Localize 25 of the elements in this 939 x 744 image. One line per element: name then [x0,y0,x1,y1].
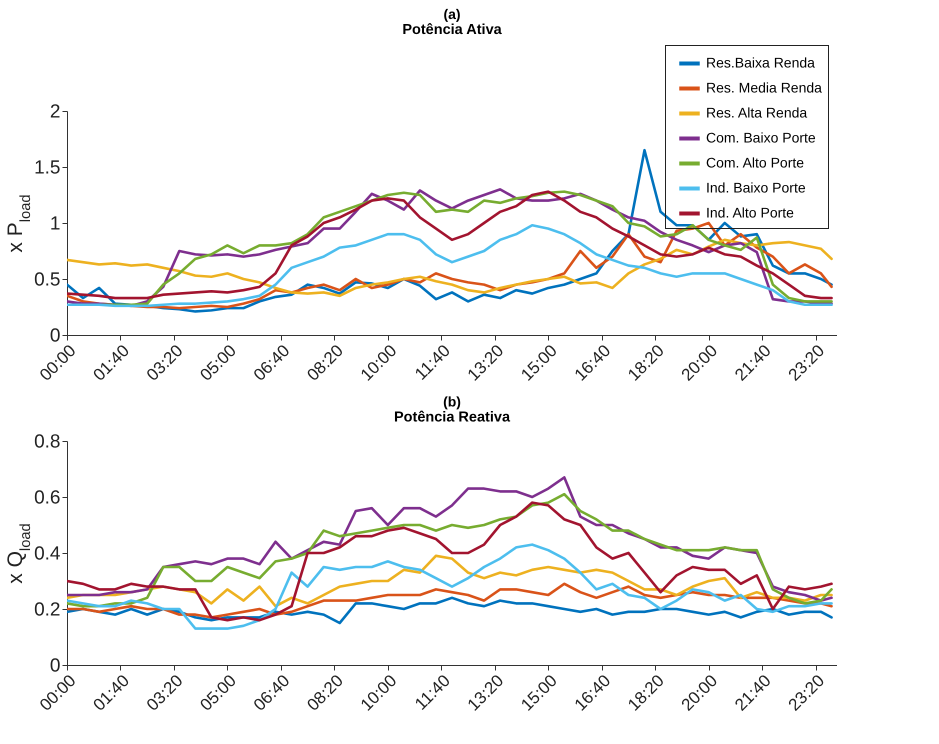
line-series [67,238,833,298]
y-tick-label: 1 [50,214,60,234]
y-tick-label: 0.2 [34,600,60,620]
y-tick-label: 0.8 [34,432,60,452]
line-series [67,492,833,608]
legend-label: Ind. Alto Porte [706,204,794,220]
legend-label: Com. Baixo Porte [706,130,816,146]
chart-subtitle: Potência Ativa [402,22,503,38]
y-tick-label: 0 [50,656,60,676]
y-tick-label: 0 [50,326,60,346]
legend-label: Res. Media Renda [706,80,822,96]
line-series [67,543,833,630]
legend-label: Res. Alta Renda [706,104,808,120]
legend-label: Ind. Baixo Porte [706,180,806,196]
chart-subtitle: Potência Reativa [394,410,511,426]
legend-label: Res.Baixa Renda [706,54,816,70]
y-tick-label: 0.5 [34,270,60,290]
y-tick-label: 1.5 [34,158,60,178]
line-series [67,501,833,622]
y-tick-label: 0.4 [34,544,61,564]
legend-label: Com. Alto Porte [706,154,804,170]
y-tick-label: 0.6 [34,488,60,508]
y-tick-label: 2 [50,102,60,122]
chart-title: (a) [443,6,461,22]
chart-title: (b) [443,394,461,410]
